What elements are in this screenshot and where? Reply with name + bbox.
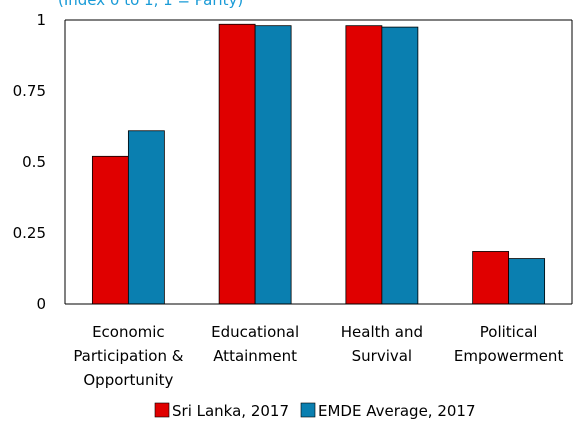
x-axis-categories: Economic Participation & Opportunity Educat…	[73, 323, 563, 389]
bar-sri-lanka	[218, 23, 256, 305]
bar-emde-average	[254, 25, 292, 305]
bar-emde-average	[127, 130, 165, 305]
legend: Sri Lanka, 2017 EMDE Average, 2017	[154, 402, 476, 420]
y-tick-label: 0.75	[13, 82, 46, 100]
bar-sri-lanka	[91, 155, 129, 305]
legend-label: Sri Lanka, 2017	[172, 402, 289, 420]
legend-swatch	[154, 402, 170, 418]
bars	[91, 23, 546, 305]
bar-emde-average	[381, 26, 419, 305]
bar-sri-lanka	[472, 251, 510, 305]
x-category-label: Economic Participation & Opportunity	[73, 323, 183, 389]
y-tick-label: 0.25	[13, 224, 46, 242]
y-tick-label: 1	[36, 11, 46, 29]
x-category-label: Educational Attainment	[211, 323, 299, 365]
chart-subtitle-clipped: (Index 0 to 1, 1 = Parity)	[58, 0, 244, 9]
legend-label: EMDE Average, 2017	[318, 402, 476, 420]
x-category-label: Political Empowerment	[454, 323, 564, 365]
y-tick-label: 0.5	[22, 153, 46, 171]
y-tick-label: 0	[36, 295, 46, 313]
bar-emde-average	[508, 258, 546, 305]
bar-sri-lanka	[345, 25, 383, 305]
legend-swatch	[300, 402, 316, 418]
x-category-label: Health and Survival	[341, 323, 423, 365]
y-axis-ticks: 0 0.25 0.5 0.75 1	[13, 11, 46, 313]
